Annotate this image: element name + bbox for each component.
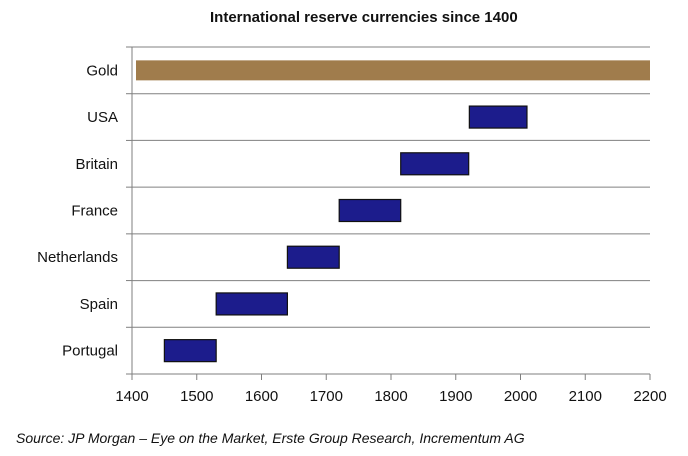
x-tick-label: 2200 — [633, 388, 666, 405]
bars — [136, 60, 650, 363]
x-tick-label: 1500 — [180, 388, 213, 405]
x-axis-ticks: 1400 1500 1600 1700 1800 1900 2000 2100 2200 — [115, 374, 667, 405]
x-tick-label: 1400 — [115, 388, 148, 405]
x-tick-label: 1800 — [374, 388, 407, 405]
bar-france — [338, 198, 402, 223]
x-tick-label: 2000 — [504, 388, 537, 405]
category-labels: Gold USA Britain France Netherlands Spain Port… — [37, 62, 118, 359]
category-label: Gold — [86, 62, 118, 79]
x-tick-label: 1700 — [310, 388, 343, 405]
category-label: USA — [87, 109, 118, 126]
bar-britain — [400, 152, 470, 176]
grid-lines — [126, 46, 650, 375]
category-label: Spain — [80, 296, 118, 313]
category-label: Netherlands — [37, 249, 118, 266]
bar-gold — [136, 60, 650, 81]
x-tick-label: 1900 — [439, 388, 472, 405]
bar-portugal — [163, 339, 217, 363]
x-tick-label: 1600 — [245, 388, 278, 405]
chart-title: International reserve currencies since 1… — [210, 9, 518, 26]
bar-spain — [215, 292, 289, 316]
x-tick-label: 2100 — [569, 388, 602, 405]
source-note: Source: JP Morgan – Eye on the Market, E… — [16, 430, 525, 446]
category-label: France — [71, 203, 118, 220]
category-label: Britain — [75, 156, 118, 173]
category-label: Portugal — [62, 343, 118, 360]
bar-netherlands — [286, 245, 340, 269]
bar-usa — [468, 105, 528, 129]
